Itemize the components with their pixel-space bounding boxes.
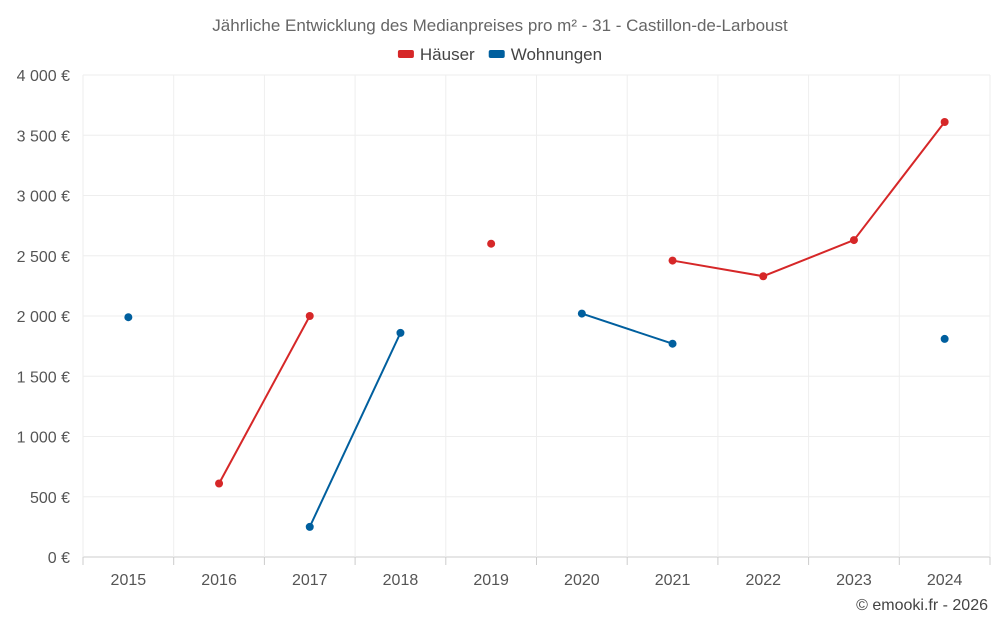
legend: Häuser Wohnungen	[397, 45, 602, 64]
series-1	[124, 309, 949, 531]
series-line	[308, 332, 402, 528]
data-point[interactable]	[487, 239, 496, 248]
x-tick-label: 2018	[383, 572, 419, 589]
data-point[interactable]	[396, 328, 405, 337]
legend-swatch	[488, 50, 505, 58]
y-tick-label: 2 000 €	[17, 309, 70, 326]
x-tick-label: 2015	[111, 572, 147, 589]
y-tick-label: 1 000 €	[17, 430, 70, 447]
grid	[82, 74, 991, 558]
data-point[interactable]	[668, 256, 677, 265]
series-line	[672, 121, 946, 278]
x-tick-label: 2017	[292, 572, 328, 589]
series-line	[218, 315, 311, 484]
x-tick-label: 2016	[201, 572, 237, 589]
y-tick-label: 0 €	[48, 550, 70, 567]
y-tick-label: 3 500 €	[17, 128, 70, 145]
data-point[interactable]	[849, 236, 858, 245]
data-point[interactable]	[940, 117, 949, 126]
data-point[interactable]	[305, 522, 314, 531]
x-tick-label: 2020	[564, 572, 600, 589]
x-tick-label: 2023	[836, 572, 872, 589]
legend-label: Wohnungen	[511, 45, 602, 64]
x-tick-label: 2024	[927, 572, 963, 589]
series-layer	[124, 117, 949, 531]
series-0	[215, 117, 949, 488]
y-tick-label: 3 000 €	[17, 189, 70, 206]
data-point[interactable]	[124, 313, 133, 322]
data-point[interactable]	[940, 334, 949, 343]
x-tick-label: 2019	[473, 572, 509, 589]
y-axis: 0 € 500 € 1 000 € 1 500 € 2 000 € 2 500 € 3 00…	[17, 68, 70, 567]
x-tick-label: 2021	[655, 572, 691, 589]
legend-item[interactable]: Wohnungen	[488, 45, 602, 64]
data-point[interactable]	[577, 309, 586, 318]
x-tick-label: 2022	[745, 572, 781, 589]
y-tick-label: 2 500 €	[17, 249, 70, 266]
y-tick-label: 1 500 €	[17, 369, 70, 386]
data-point[interactable]	[668, 339, 677, 348]
data-point[interactable]	[305, 312, 314, 320]
series-line	[581, 312, 673, 345]
data-point[interactable]	[759, 272, 768, 281]
chart-title: Jährliche Entwicklung des Medianpreises …	[212, 16, 788, 35]
legend-swatch	[397, 50, 414, 58]
y-tick-label: 500 €	[30, 490, 70, 507]
legend-label: Häuser	[420, 45, 475, 64]
data-point[interactable]	[215, 479, 224, 488]
y-tick-label: 4 000 €	[17, 68, 70, 85]
credit-text: © emooki.fr - 2026	[856, 597, 988, 614]
legend-item[interactable]: Häuser	[397, 45, 475, 64]
x-axis: 2015 2016 2017 2018 2019 2020 2021 2022 2023 2024	[82, 557, 991, 589]
